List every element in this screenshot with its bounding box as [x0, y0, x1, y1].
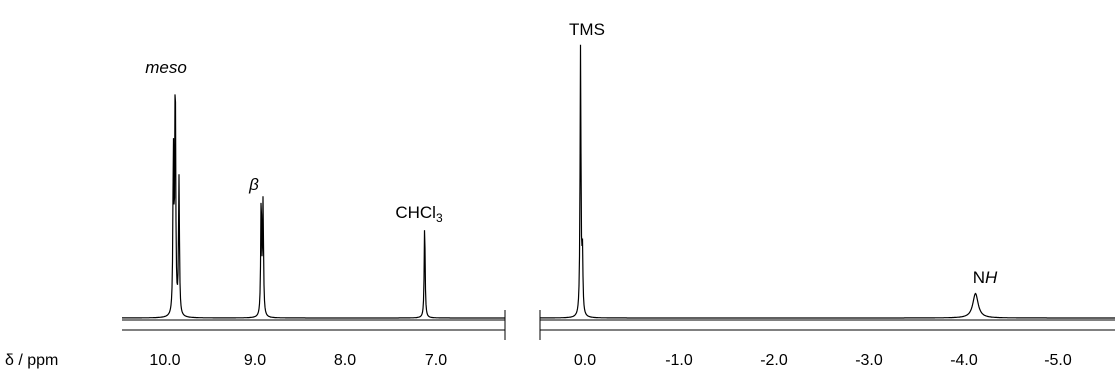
tick-label: 10.0: [149, 352, 180, 369]
spectrum-trace-right: [540, 44, 1115, 319]
tick-labels-right: 0.0 -1.0 -2.0 -3.0 -4.0 -5.0: [574, 352, 1072, 369]
tick-label: 0.0: [574, 352, 596, 369]
spectrum-trace-left: [122, 94, 505, 319]
tick-label: -4.0: [950, 352, 978, 369]
peak-label-beta: β: [248, 175, 259, 194]
tick-label: -2.0: [760, 352, 788, 369]
tick-label: 7.0: [425, 352, 447, 369]
tick-label: 9.0: [244, 352, 266, 369]
peak-label-meso: meso: [145, 58, 187, 77]
peak-label-nh: NH: [973, 268, 998, 287]
tick-label: 8.0: [334, 352, 356, 369]
peak-label-tms: TMS: [569, 20, 605, 39]
x-axis-label: δ / ppm: [5, 352, 58, 369]
peak-label-chcl3: CHCl3: [395, 203, 443, 225]
tick-label: -3.0: [855, 352, 883, 369]
tick-label: -1.0: [665, 352, 693, 369]
tick-label: -5.0: [1044, 352, 1072, 369]
tick-labels-left: 10.0 9.0 8.0 7.0: [149, 352, 447, 369]
